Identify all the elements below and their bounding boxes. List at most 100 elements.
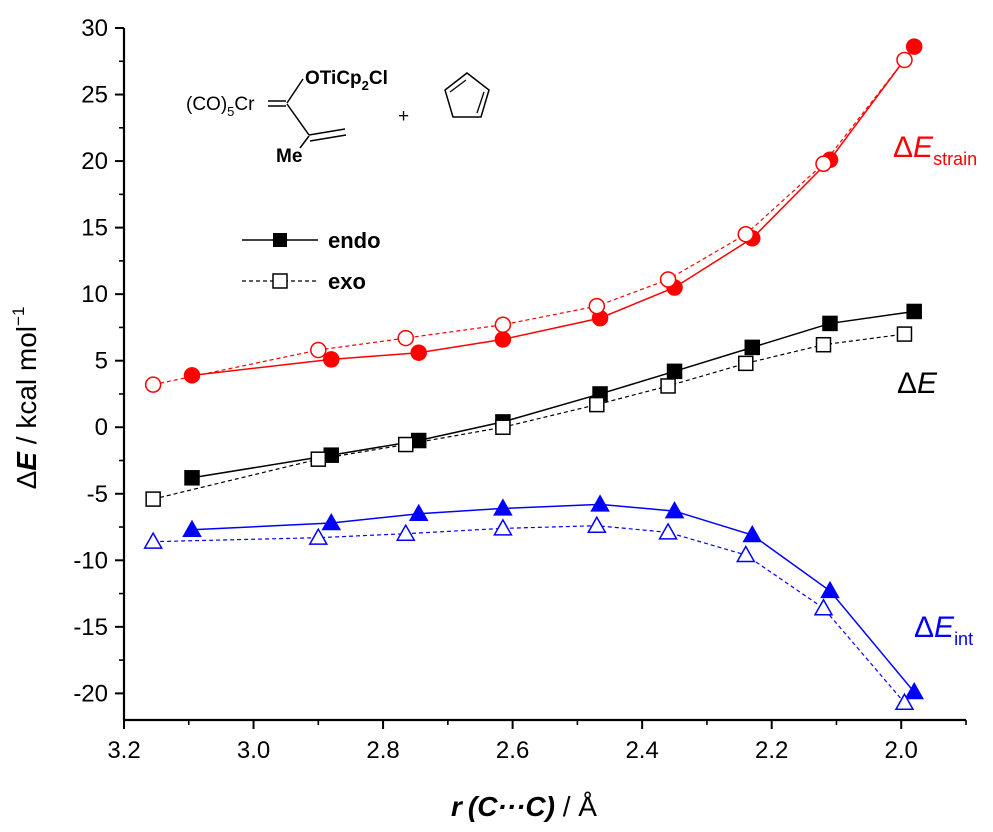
series-total-exo (145, 326, 913, 507)
data-point (493, 498, 513, 516)
data-point (904, 682, 924, 700)
data-point (822, 315, 838, 332)
complex-label: (CO)5Cr (186, 94, 255, 119)
series-total-endo (184, 303, 922, 486)
x-axis-title-unit: / Å (555, 791, 597, 822)
legend-marker-filled-square (273, 233, 287, 247)
series-line (191, 310, 915, 479)
y-tick-label: -5 (87, 481, 108, 508)
data-point (815, 336, 832, 353)
y-tick-label: 5 (95, 348, 108, 375)
data-point (905, 38, 923, 55)
series-line (153, 525, 905, 704)
data-point (738, 355, 754, 372)
y-axis-title-unit: / kcal mol (11, 326, 42, 452)
data-point (310, 341, 327, 359)
data-point (143, 531, 163, 549)
x-axis-title: r (C···C) / Å (451, 791, 597, 822)
reaction-scheme: (CO)5Cr OTiCp2Cl Me + (186, 68, 490, 167)
series-layer (143, 38, 924, 710)
data-point (323, 351, 340, 368)
cyclopentadiene-ring (444, 72, 490, 118)
data-point (321, 513, 342, 531)
data-point (659, 271, 677, 288)
series-label-int-e: E (934, 611, 955, 644)
data-point (308, 527, 329, 545)
series-label-total-e: E (917, 367, 938, 400)
data-point (906, 303, 922, 320)
series-label-int-delta: Δ (914, 611, 934, 644)
series-label-int-sub: int (954, 629, 973, 649)
y-tick-label: -10 (73, 547, 108, 574)
series-label-strain-sub: strain (933, 149, 977, 169)
series-int-exo (143, 515, 915, 710)
series-label-strain-delta: Δ (893, 131, 913, 164)
x-tick-label: 2.8 (366, 737, 399, 764)
data-point (397, 329, 414, 347)
data-point (397, 436, 414, 453)
data-point (820, 580, 840, 599)
series-label-strain: ΔEstrain (893, 131, 977, 169)
data-point (495, 419, 511, 435)
series-line (153, 333, 905, 500)
x-tick-label: 2.0 (885, 737, 918, 764)
data-point (664, 501, 685, 519)
data-point (494, 331, 512, 348)
data-point (410, 432, 427, 449)
data-point (744, 339, 761, 356)
data-point (590, 494, 610, 512)
x-tick-label: 3.0 (237, 737, 270, 764)
y-axis-title-e: E (11, 451, 42, 471)
series-label-total: ΔE (897, 367, 938, 400)
plus-sign: + (398, 106, 409, 127)
y-axis-title: ΔE / kcal mol−1 (9, 307, 42, 490)
series-label-total-delta: Δ (897, 367, 917, 400)
y-tick-label: 30 (81, 15, 108, 42)
data-point (735, 544, 756, 563)
y-tick-label: 10 (81, 281, 108, 308)
data-point (408, 503, 429, 521)
ticks: 30 25 20 15 10 5 0 -5 -10 -15 -20 3.2 3.0 2.8 2.6 2.4 2.… (73, 15, 967, 764)
data-point (813, 598, 834, 616)
series-line (191, 503, 915, 693)
series-label-int: ΔEint (914, 611, 973, 649)
y-axis-title-delta: Δ (11, 471, 42, 490)
data-point (494, 316, 512, 334)
data-point (310, 451, 327, 467)
data-point (588, 297, 606, 315)
series-int-endo (182, 494, 924, 700)
y-tick-label: 20 (81, 148, 108, 175)
legend-marker-open-square (272, 273, 288, 289)
legend-label-exo: exo (328, 269, 366, 294)
data-point (182, 519, 202, 537)
data-point (144, 376, 162, 393)
legend-item-exo: exo (242, 269, 366, 294)
legend-item-endo: endo (242, 228, 381, 253)
axes (122, 28, 966, 722)
y-axis-title-sup: −1 (9, 307, 28, 326)
data-point (323, 447, 340, 463)
series-line (191, 46, 915, 377)
data-point (587, 515, 607, 533)
data-point (896, 326, 913, 342)
x-tick-label: 2.6 (496, 737, 529, 764)
data-point (493, 518, 513, 536)
data-point (589, 396, 605, 413)
data-point (896, 51, 913, 69)
data-point (666, 363, 683, 380)
y-tick-label: 0 (95, 414, 108, 441)
data-point (815, 155, 832, 172)
x-tick-label: 3.2 (107, 737, 140, 764)
data-point (894, 692, 915, 710)
x-axis-title-r: r (451, 791, 464, 822)
series-strain-exo (144, 51, 913, 393)
data-point (660, 378, 676, 394)
data-point (183, 367, 201, 384)
data-point (145, 491, 161, 507)
data-point (395, 523, 416, 541)
data-point (742, 525, 763, 543)
legend: endo exo (242, 228, 381, 294)
data-point (658, 522, 678, 540)
legend-label-endo: endo (328, 228, 381, 253)
